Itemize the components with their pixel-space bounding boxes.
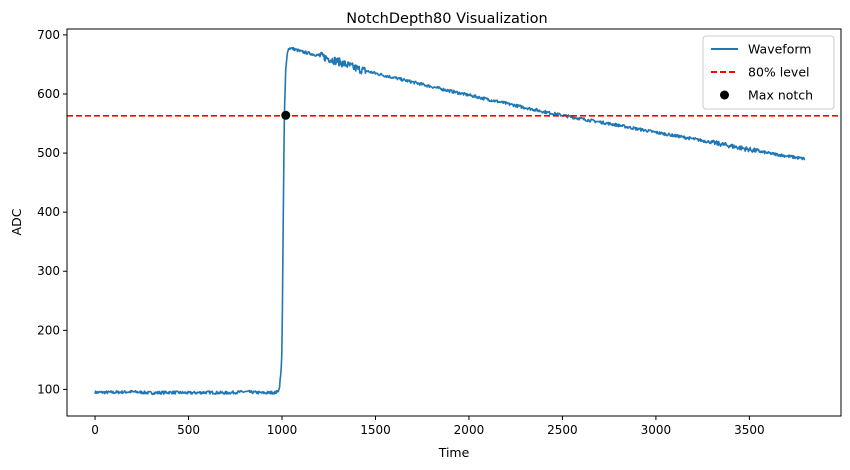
y-axis-label: ADC bbox=[9, 208, 24, 235]
legend-box bbox=[702, 35, 835, 110]
x-axis-label: Time bbox=[438, 445, 470, 460]
legend-swatch-max-notch bbox=[720, 90, 729, 100]
legend-label-waveform: Waveform bbox=[748, 42, 811, 57]
x-tick-label: 2500 bbox=[547, 423, 578, 437]
y-tick-label: 700 bbox=[37, 28, 60, 42]
x-tick-label: 0 bbox=[91, 423, 99, 437]
y-tick-label: 100 bbox=[37, 382, 60, 396]
x-axis: 0 500 1000 1500 2000 2500 3000 3500 bbox=[91, 416, 765, 437]
y-tick-label: 600 bbox=[37, 87, 60, 101]
legend-label-max-notch: Max notch bbox=[748, 88, 813, 103]
y-axis: 100 200 300 400 500 600 700 bbox=[37, 28, 67, 396]
y-tick-label: 500 bbox=[37, 146, 60, 160]
x-tick-label: 1000 bbox=[267, 423, 298, 437]
series-point-max-notch bbox=[281, 110, 291, 120]
y-tick-label: 200 bbox=[37, 323, 60, 337]
x-tick-label: 1500 bbox=[360, 423, 391, 437]
x-tick-label: 500 bbox=[177, 423, 200, 437]
legend-label-80-level: 80% level bbox=[748, 65, 809, 80]
chart-title: NotchDepth80 Visualization bbox=[346, 11, 547, 27]
x-tick-label: 3000 bbox=[641, 423, 672, 437]
plot-area bbox=[67, 46, 841, 396]
y-tick-label: 300 bbox=[37, 264, 60, 278]
series-line-waveform bbox=[94, 46, 806, 396]
x-tick-label: 3500 bbox=[734, 423, 765, 437]
legend: Waveform 80% level Max notch bbox=[702, 35, 835, 110]
y-tick-label: 400 bbox=[37, 205, 60, 219]
axes-frame bbox=[66, 28, 842, 417]
x-tick-label: 2000 bbox=[454, 423, 485, 437]
